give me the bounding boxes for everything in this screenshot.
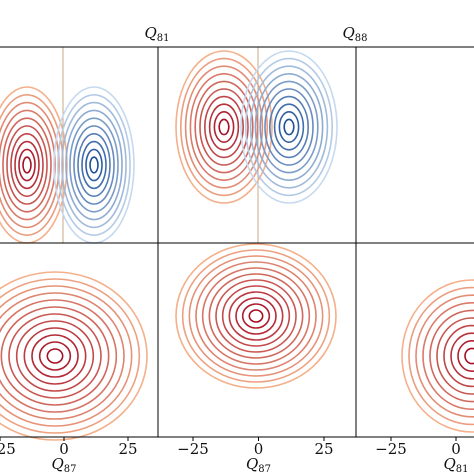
contours <box>0 47 474 441</box>
contour-line <box>0 292 125 420</box>
panel-title-symbol: Q <box>342 24 354 42</box>
contour-line <box>46 348 64 364</box>
x-axis-label-symbol: Q <box>443 455 455 473</box>
x-axis-label: Q87 <box>51 455 76 474</box>
contour-line <box>38 341 72 371</box>
contour-line <box>0 278 141 434</box>
contour-line <box>180 57 269 197</box>
contour-line <box>14 140 40 190</box>
contour-line <box>15 320 95 392</box>
contour-line <box>0 101 60 229</box>
contour-line <box>228 291 284 341</box>
contour-line <box>8 313 102 399</box>
contour-line <box>0 299 118 413</box>
contour-line <box>81 140 107 190</box>
contour-line <box>23 327 87 385</box>
contour-line <box>278 111 300 144</box>
contour-line <box>457 340 474 372</box>
contour-line <box>254 73 324 182</box>
contour-line <box>208 273 304 359</box>
x-axis-label-index: 81 <box>456 464 469 474</box>
contour-line <box>283 118 295 136</box>
contour-line <box>195 261 317 371</box>
panel-title-symbol: Q <box>144 24 156 42</box>
contour-line <box>429 309 474 403</box>
contour-line <box>415 294 474 418</box>
contour-line <box>240 50 338 204</box>
contour-line <box>464 347 474 365</box>
contour-line <box>89 156 99 174</box>
contour-line <box>215 279 297 353</box>
contour-line <box>268 95 309 159</box>
contour-line <box>194 80 254 174</box>
contour-line <box>235 297 277 335</box>
contour-line <box>61 101 127 229</box>
contour-line <box>201 267 311 365</box>
contour-line <box>0 109 56 221</box>
contour-line <box>6 125 48 205</box>
contour-line <box>85 148 103 182</box>
contour-line <box>69 117 119 213</box>
contour-line <box>259 80 319 174</box>
contour-line <box>249 65 329 189</box>
contour-line <box>2 117 52 213</box>
contour-line <box>241 303 271 329</box>
contour-line <box>65 109 123 221</box>
frames <box>0 46 474 438</box>
panel-title-index: 88 <box>355 33 368 44</box>
contour-line <box>208 103 240 151</box>
x-axis-label: Q87 <box>246 455 271 474</box>
contour-line <box>0 285 133 427</box>
x-axis-label-symbol: Q <box>246 455 258 473</box>
contour-line <box>245 57 334 197</box>
x-axis-label-index: 87 <box>258 464 271 474</box>
contour-line <box>0 94 64 236</box>
contour-line <box>401 279 474 433</box>
contour-line <box>175 243 337 389</box>
contour-line <box>264 88 314 166</box>
contour-line <box>221 285 291 347</box>
x-axis-label-index: 87 <box>64 464 77 474</box>
contour-line <box>422 302 474 410</box>
contour-line <box>0 271 148 441</box>
x-tick-label: −25 <box>375 440 407 458</box>
contour-line <box>204 95 245 159</box>
contour-line <box>77 133 111 198</box>
contour-line <box>199 88 249 166</box>
contour-line <box>443 324 474 388</box>
contour-line <box>213 111 235 144</box>
contour-line <box>436 317 474 395</box>
x-axis-label: Q81 <box>443 455 468 474</box>
x-axis-label-symbol: Q <box>51 455 63 473</box>
contour-line <box>73 125 115 205</box>
contour-line <box>188 255 324 377</box>
contour-line <box>10 133 44 198</box>
x-tick-label: 0 <box>254 440 264 458</box>
contour-line <box>31 334 79 378</box>
panel-title: Q88 <box>342 24 367 44</box>
contour-line <box>218 118 230 136</box>
contour-line <box>189 73 259 182</box>
contour-line <box>18 148 36 182</box>
contour-line <box>184 65 264 189</box>
contour-line <box>450 332 474 380</box>
contour-line <box>22 156 32 174</box>
x-tick-label: −25 <box>177 440 209 458</box>
contour-line <box>408 286 474 426</box>
contour-line <box>57 94 131 236</box>
x-tick-label: 0 <box>59 440 69 458</box>
x-tick-label: 25 <box>314 440 333 458</box>
panel-title: Q81 <box>144 24 169 44</box>
x-tick-label: −25 <box>0 440 16 458</box>
contour-line <box>175 50 273 204</box>
contour-line <box>273 103 305 151</box>
contour-line <box>181 249 331 383</box>
contour-line <box>0 306 110 406</box>
panel-title-index: 81 <box>157 33 170 44</box>
contour-line <box>248 309 264 323</box>
x-tick-label: 25 <box>118 440 137 458</box>
x-tick-label: 0 <box>451 440 461 458</box>
contour-line <box>0 86 68 244</box>
